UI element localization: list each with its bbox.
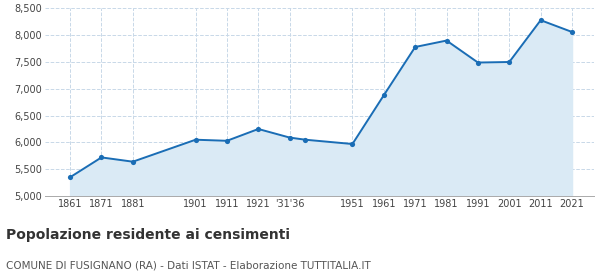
Text: COMUNE DI FUSIGNANO (RA) - Dati ISTAT - Elaborazione TUTTITALIA.IT: COMUNE DI FUSIGNANO (RA) - Dati ISTAT - … [6,260,371,270]
Point [301,137,310,142]
Text: Popolazione residente ai censimenti: Popolazione residente ai censimenti [6,228,290,242]
Point [191,137,200,142]
Point [128,159,137,164]
Point [536,18,545,22]
Point [347,142,357,146]
Point [285,135,295,140]
Point [97,155,106,160]
Point [379,93,389,97]
Point [254,127,263,131]
Point [65,175,75,179]
Point [567,30,577,34]
Point [222,139,232,143]
Point [442,38,451,43]
Point [505,60,514,64]
Point [410,45,420,49]
Point [473,60,483,65]
